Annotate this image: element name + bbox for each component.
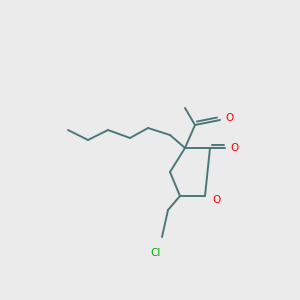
Text: O: O [212, 195, 220, 205]
Text: Cl: Cl [151, 248, 161, 258]
Text: O: O [230, 143, 238, 153]
Text: O: O [225, 113, 233, 123]
